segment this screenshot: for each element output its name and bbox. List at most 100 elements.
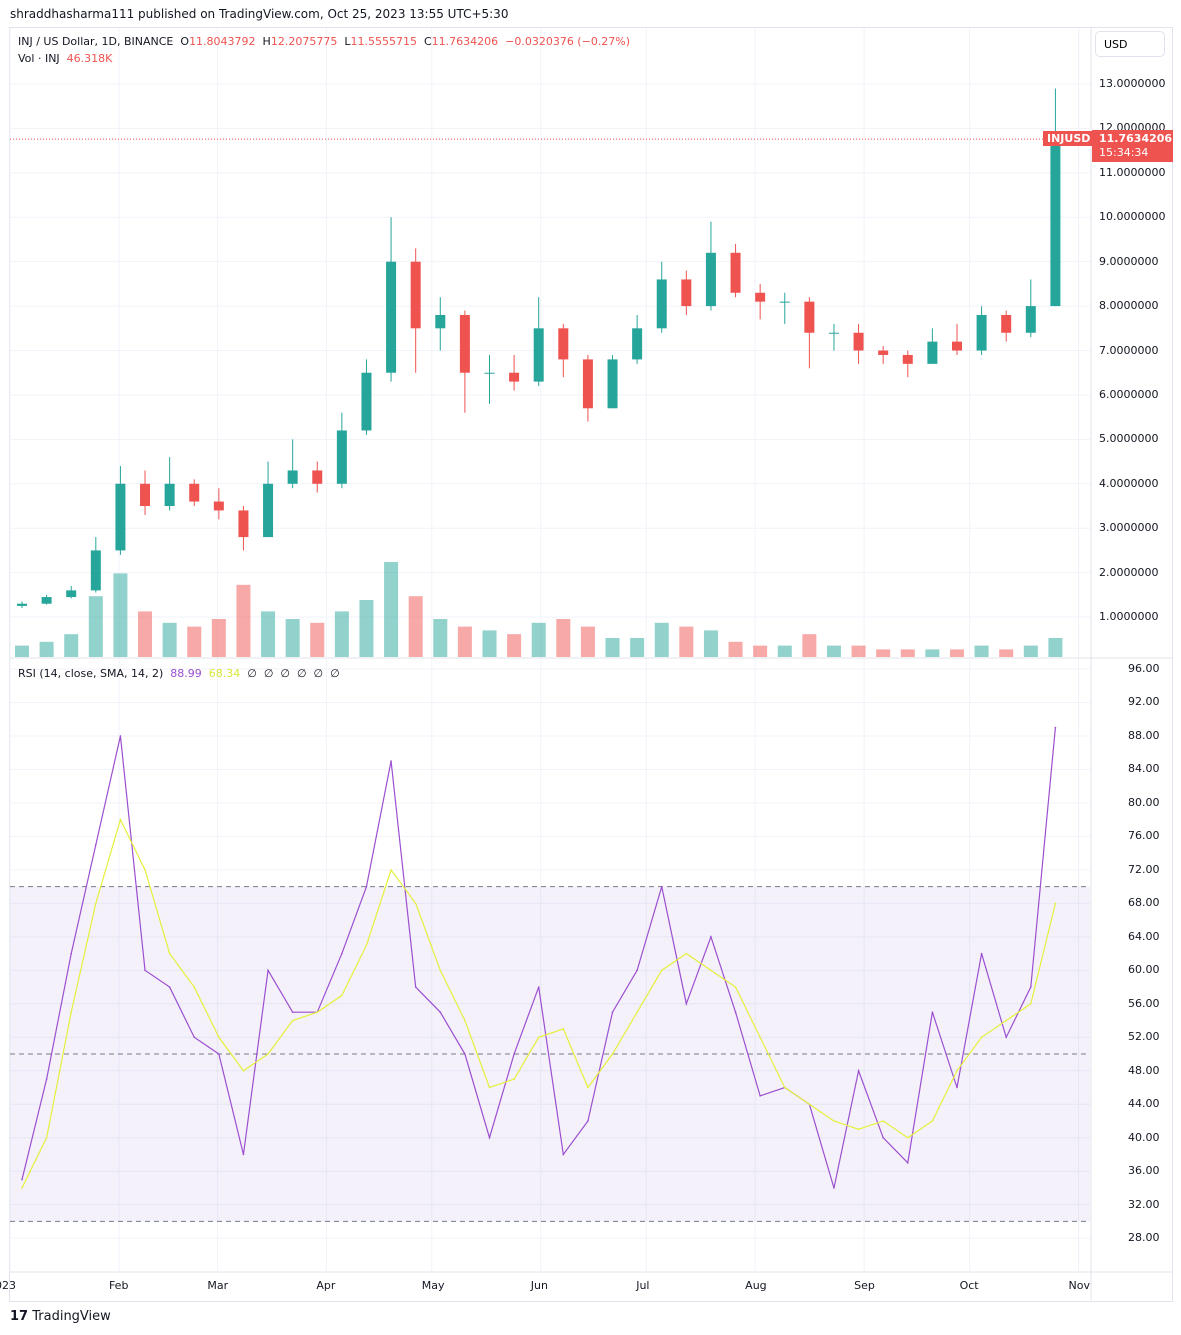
volume-label[interactable]: Vol · INJ [18,52,60,65]
rsi-sma-point [1005,1019,1007,1022]
candle-body [41,597,52,604]
volume-bar [211,619,226,657]
rsi-point [21,1178,23,1181]
rsi-point [931,1011,934,1013]
candle-body [484,372,495,374]
rsi-point [390,760,392,762]
open-value: 11.8043792 [189,35,256,48]
price-tick-label: 10.0000000 [1099,210,1166,224]
rsi-tick-label: 60.00 [1128,963,1160,977]
price-tick-label: 11.0000000 [1099,165,1166,179]
rsi-point [660,885,663,888]
rsi-tick-label: 56.00 [1128,996,1160,1010]
candle-body [140,483,151,506]
rsi-point [144,969,146,972]
rsi-sma-point [857,1128,860,1131]
rsi-point [218,1053,220,1055]
candle-body [459,314,470,373]
rsi-sma-point [291,1019,294,1022]
price-tick-label: 13.0000000 [1099,77,1166,90]
candle-body [386,261,397,373]
rsi-sma-point [906,1136,909,1139]
candle-body [779,301,790,303]
candle-body [804,301,815,333]
rsi-sma-point [537,1036,540,1039]
volume-bar [310,622,325,657]
volume-bar [408,596,423,657]
rsi-sma-point [144,869,146,871]
rsi-point [537,986,540,988]
volume-bar [876,649,891,657]
publish-info: shraddhasharma111 published on TradingVi… [10,7,509,21]
volume-bar [654,622,669,657]
rsi-point [956,1086,958,1089]
rsi-tick-label: 88.00 [1128,728,1160,742]
volume-bar [605,638,620,657]
rsi-sma-point [1030,1003,1032,1005]
candle-body [17,603,27,606]
rsi-sma-point [931,1120,934,1122]
price-tick-label: 8.0000000 [1099,299,1159,313]
volume-bar [138,611,153,657]
open-label: O [180,35,190,48]
volume-bar [384,562,399,657]
rsi-sma-point [980,1036,983,1039]
tradingview-logo[interactable]: 𝟭𝟳 TradingView [10,1309,111,1324]
volume-bar [703,630,718,657]
volume-bar [162,622,177,657]
rsi-label[interactable]: RSI (14, close, SMA, 14, 2) [18,667,164,680]
rsi-tick-label: 44.00 [1128,1097,1160,1111]
rsi-point [636,969,638,972]
rsi-sma-point [488,1086,491,1089]
time-tick-label: Sep [854,1279,875,1292]
rsi-tick-label: 28.00 [1128,1231,1160,1245]
price-tick-label: 1.0000000 [1099,610,1159,624]
brand-name: TradingView [32,1309,111,1324]
volume-bar [39,641,54,657]
rsi-tick-label: 40.00 [1128,1130,1160,1144]
symbol-label[interactable]: INJ / US Dollar, 1D, BINANCE [18,35,174,48]
rsi-sma-point [562,1028,565,1030]
rsi-value: 88.99 [170,667,202,680]
time-tick-label: Apr [316,1279,336,1292]
rsi-point [857,1069,860,1072]
rsi-point [1005,1036,1007,1039]
candle-body [336,430,347,484]
rsi-sma-point [513,1078,515,1080]
rsi-sma-point [882,1120,884,1122]
rsi-point [95,843,97,846]
volume-bar [531,622,546,657]
volume-bar [679,626,694,657]
rsi-point [464,1053,466,1055]
candle-body [730,252,741,293]
candle-body [213,501,224,511]
rsi-sma-point [660,969,663,972]
rsi-point [70,952,73,955]
candle-body [607,359,618,409]
rsi-sma-point [119,818,122,821]
rsi-point [267,969,269,972]
candle-body [435,314,446,329]
volume-bar [630,638,645,657]
price-tick-label: 7.0000000 [1099,343,1159,357]
rsi-point [488,1136,491,1139]
rsi-point [1030,986,1032,988]
candle-body [828,332,839,334]
candle-body [263,483,274,538]
volume-bar [507,634,522,657]
rsi-sma-point [390,869,392,871]
time-tick-label: Feb [108,1279,129,1292]
candle-body [878,350,889,355]
time-tick-label: Aug [745,1279,767,1292]
rsi-tick-label: 48.00 [1128,1063,1160,1077]
rsi-point [168,986,171,988]
candle-body [312,470,323,484]
rsi-tick-label: 80.00 [1128,795,1160,809]
currency-button[interactable]: USD [1095,31,1165,57]
rsi-tick-label: 36.00 [1128,1164,1160,1178]
rsi-point [439,1011,442,1013]
rsi-sma-point [710,969,712,972]
volume-bar [236,584,251,657]
